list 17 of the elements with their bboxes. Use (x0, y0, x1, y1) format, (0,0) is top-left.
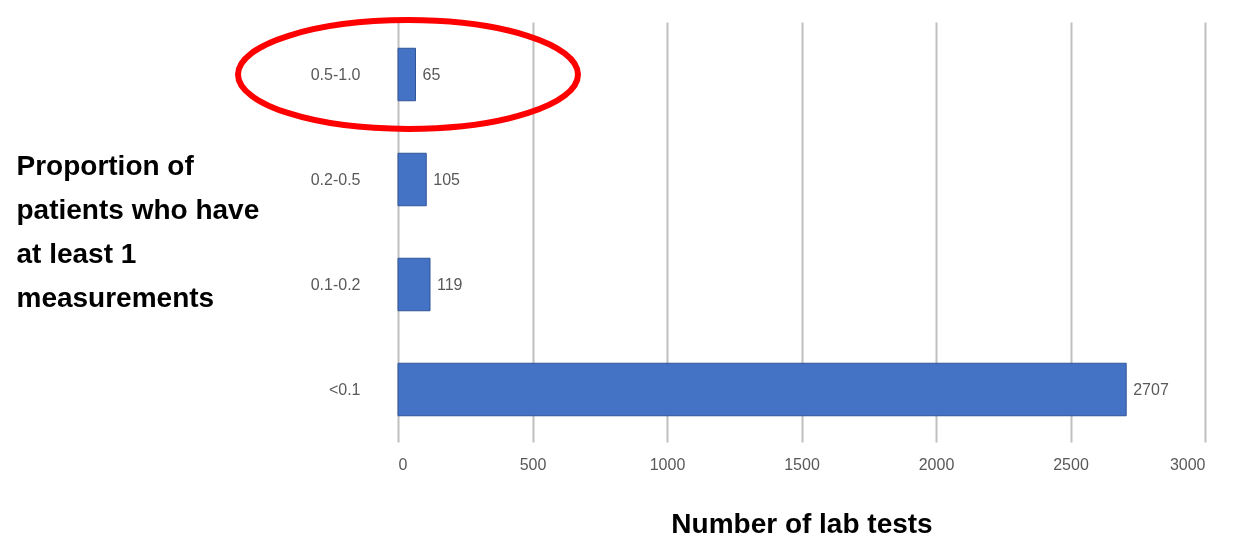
data-label: 105 (433, 170, 461, 188)
y-tick-label: 0.1-0.2 (310, 275, 361, 293)
x-tick-label: 0 (398, 455, 408, 473)
x-tick-label: 500 (519, 455, 547, 473)
data-label: 2707 (1133, 380, 1169, 398)
data-label: 65 (422, 65, 441, 83)
x-tick-label: 2500 (1053, 455, 1089, 473)
x-axis-title: Number of lab tests (671, 507, 933, 539)
x-tick-label: 2000 (918, 455, 955, 473)
y-tick-label: 0.5-1.0 (310, 65, 361, 83)
data-label: 119 (437, 275, 463, 293)
x-tick-label: 3000 (1169, 455, 1206, 473)
y-tick-label: <0.1 (328, 380, 361, 398)
x-tick-label: 1000 (649, 455, 686, 473)
y-tick-label: 0.2-0.5 (310, 170, 361, 188)
x-tick-label: 1500 (784, 455, 820, 473)
y-axis-title: Proportion of patients who have at least 1 measurements (16, 149, 260, 313)
